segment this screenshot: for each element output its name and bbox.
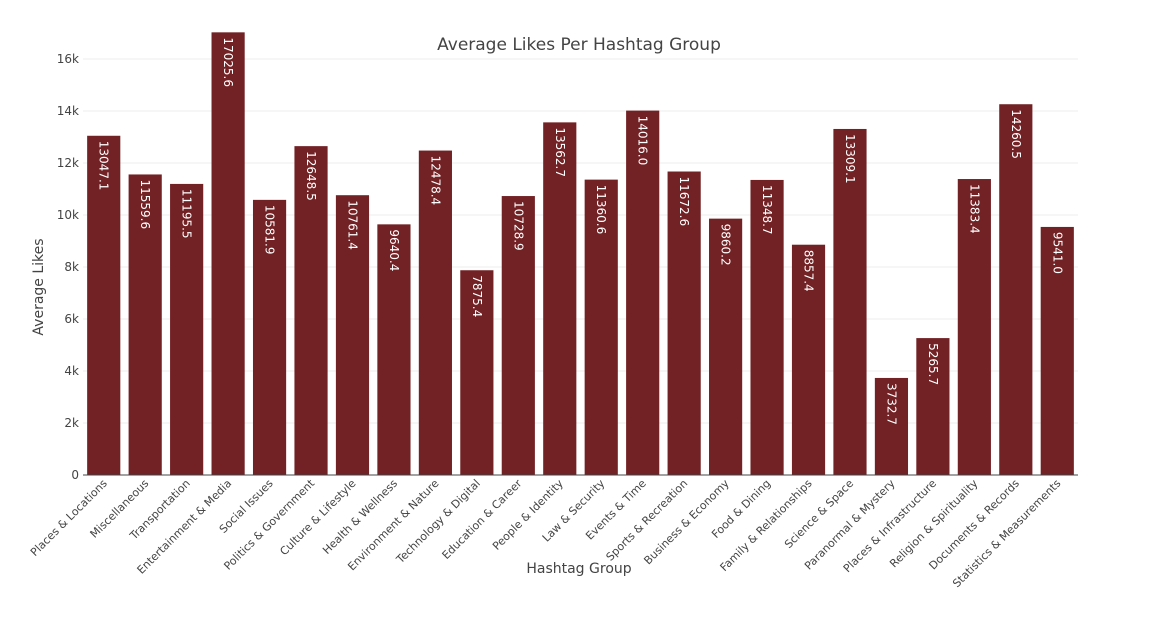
bar	[709, 218, 743, 475]
y-axis-ticks: 0 2k 4k 6k 8k 10k 12k 14k 16k	[57, 52, 79, 482]
bar	[252, 199, 287, 475]
bar-value-label: 8857.4	[802, 250, 816, 292]
bars: 13047.1 11559.6 11195.5 17025.6 10581.9 12648…	[87, 32, 1074, 476]
bar	[833, 128, 867, 476]
x-tick-label: Education & Career	[440, 477, 525, 562]
bar-value-label: 9860.2	[719, 224, 733, 266]
bar	[750, 179, 784, 475]
bar	[335, 195, 370, 475]
y-tick-label: 0	[71, 468, 79, 482]
y-tick-label: 16k	[57, 52, 79, 66]
bar-value-label: 10728.9	[511, 201, 525, 251]
x-tick-label: Sports & Recreation	[604, 477, 691, 564]
bar-value-label: 9640.4	[387, 229, 401, 271]
bar-value-label: 13562.7	[553, 127, 567, 177]
bar-value-label: 14260.5	[1009, 109, 1023, 159]
y-tick-label: 4k	[64, 364, 79, 378]
bar-value-label: 11195.5	[180, 189, 194, 239]
x-tick-label: Culture & Lifestyle	[277, 477, 358, 558]
bar-value-label: 10581.9	[263, 205, 277, 255]
bar-value-label: 9541.0	[1050, 232, 1064, 274]
bar	[294, 146, 328, 476]
y-tick-label: 6k	[64, 312, 79, 326]
bar-value-label: 5265.7	[926, 343, 940, 385]
x-tick-label: Places & Locations	[28, 477, 110, 559]
bar-value-label: 13309.1	[843, 134, 857, 184]
x-axis-title: Hashtag Group	[526, 561, 631, 577]
bar	[1040, 226, 1074, 475]
bar	[957, 179, 991, 475]
bar-value-label: 3732.7	[884, 383, 898, 425]
y-tick-label: 8k	[64, 260, 79, 274]
bar	[128, 174, 162, 476]
x-tick-label: Health & Wellness	[320, 477, 400, 557]
y-axis-title: Average Likes	[31, 238, 47, 335]
gridlines	[83, 58, 1078, 424]
bar	[501, 196, 535, 476]
bar-value-label: 11348.7	[760, 185, 774, 235]
bar-value-label: 11383.4	[967, 184, 981, 234]
bar	[543, 122, 577, 475]
bar	[211, 32, 245, 475]
x-tick-label: People & Identity	[490, 477, 566, 553]
bar	[377, 224, 411, 475]
y-tick-label: 12k	[57, 156, 79, 170]
bar	[667, 171, 701, 476]
bar-value-label: 11559.6	[138, 179, 152, 229]
bar-value-label: 13047.1	[97, 141, 111, 191]
bar-value-label: 11672.6	[677, 177, 691, 227]
bar-value-label: 7875.4	[470, 275, 484, 317]
bar	[87, 135, 121, 476]
bar	[874, 377, 909, 475]
bar	[916, 338, 950, 475]
bar	[626, 110, 660, 476]
bar-value-label: 11360.6	[594, 185, 608, 235]
bar-value-label: 10761.4	[345, 200, 359, 250]
bar	[791, 244, 826, 475]
bar-value-label: 12478.4	[428, 156, 442, 206]
y-tick-label: 2k	[64, 416, 79, 430]
bar	[418, 150, 452, 476]
y-tick-label: 10k	[57, 208, 79, 222]
bar	[584, 179, 618, 476]
bar-value-label: 17025.6	[221, 37, 235, 87]
y-tick-label: 14k	[57, 104, 79, 118]
chart-title: Average Likes Per Hashtag Group	[437, 35, 721, 55]
bar	[170, 183, 204, 476]
bar	[999, 104, 1033, 476]
bar-value-label: 14016.0	[636, 116, 650, 166]
bar	[460, 270, 494, 475]
bar-value-label: 12648.5	[304, 151, 318, 201]
